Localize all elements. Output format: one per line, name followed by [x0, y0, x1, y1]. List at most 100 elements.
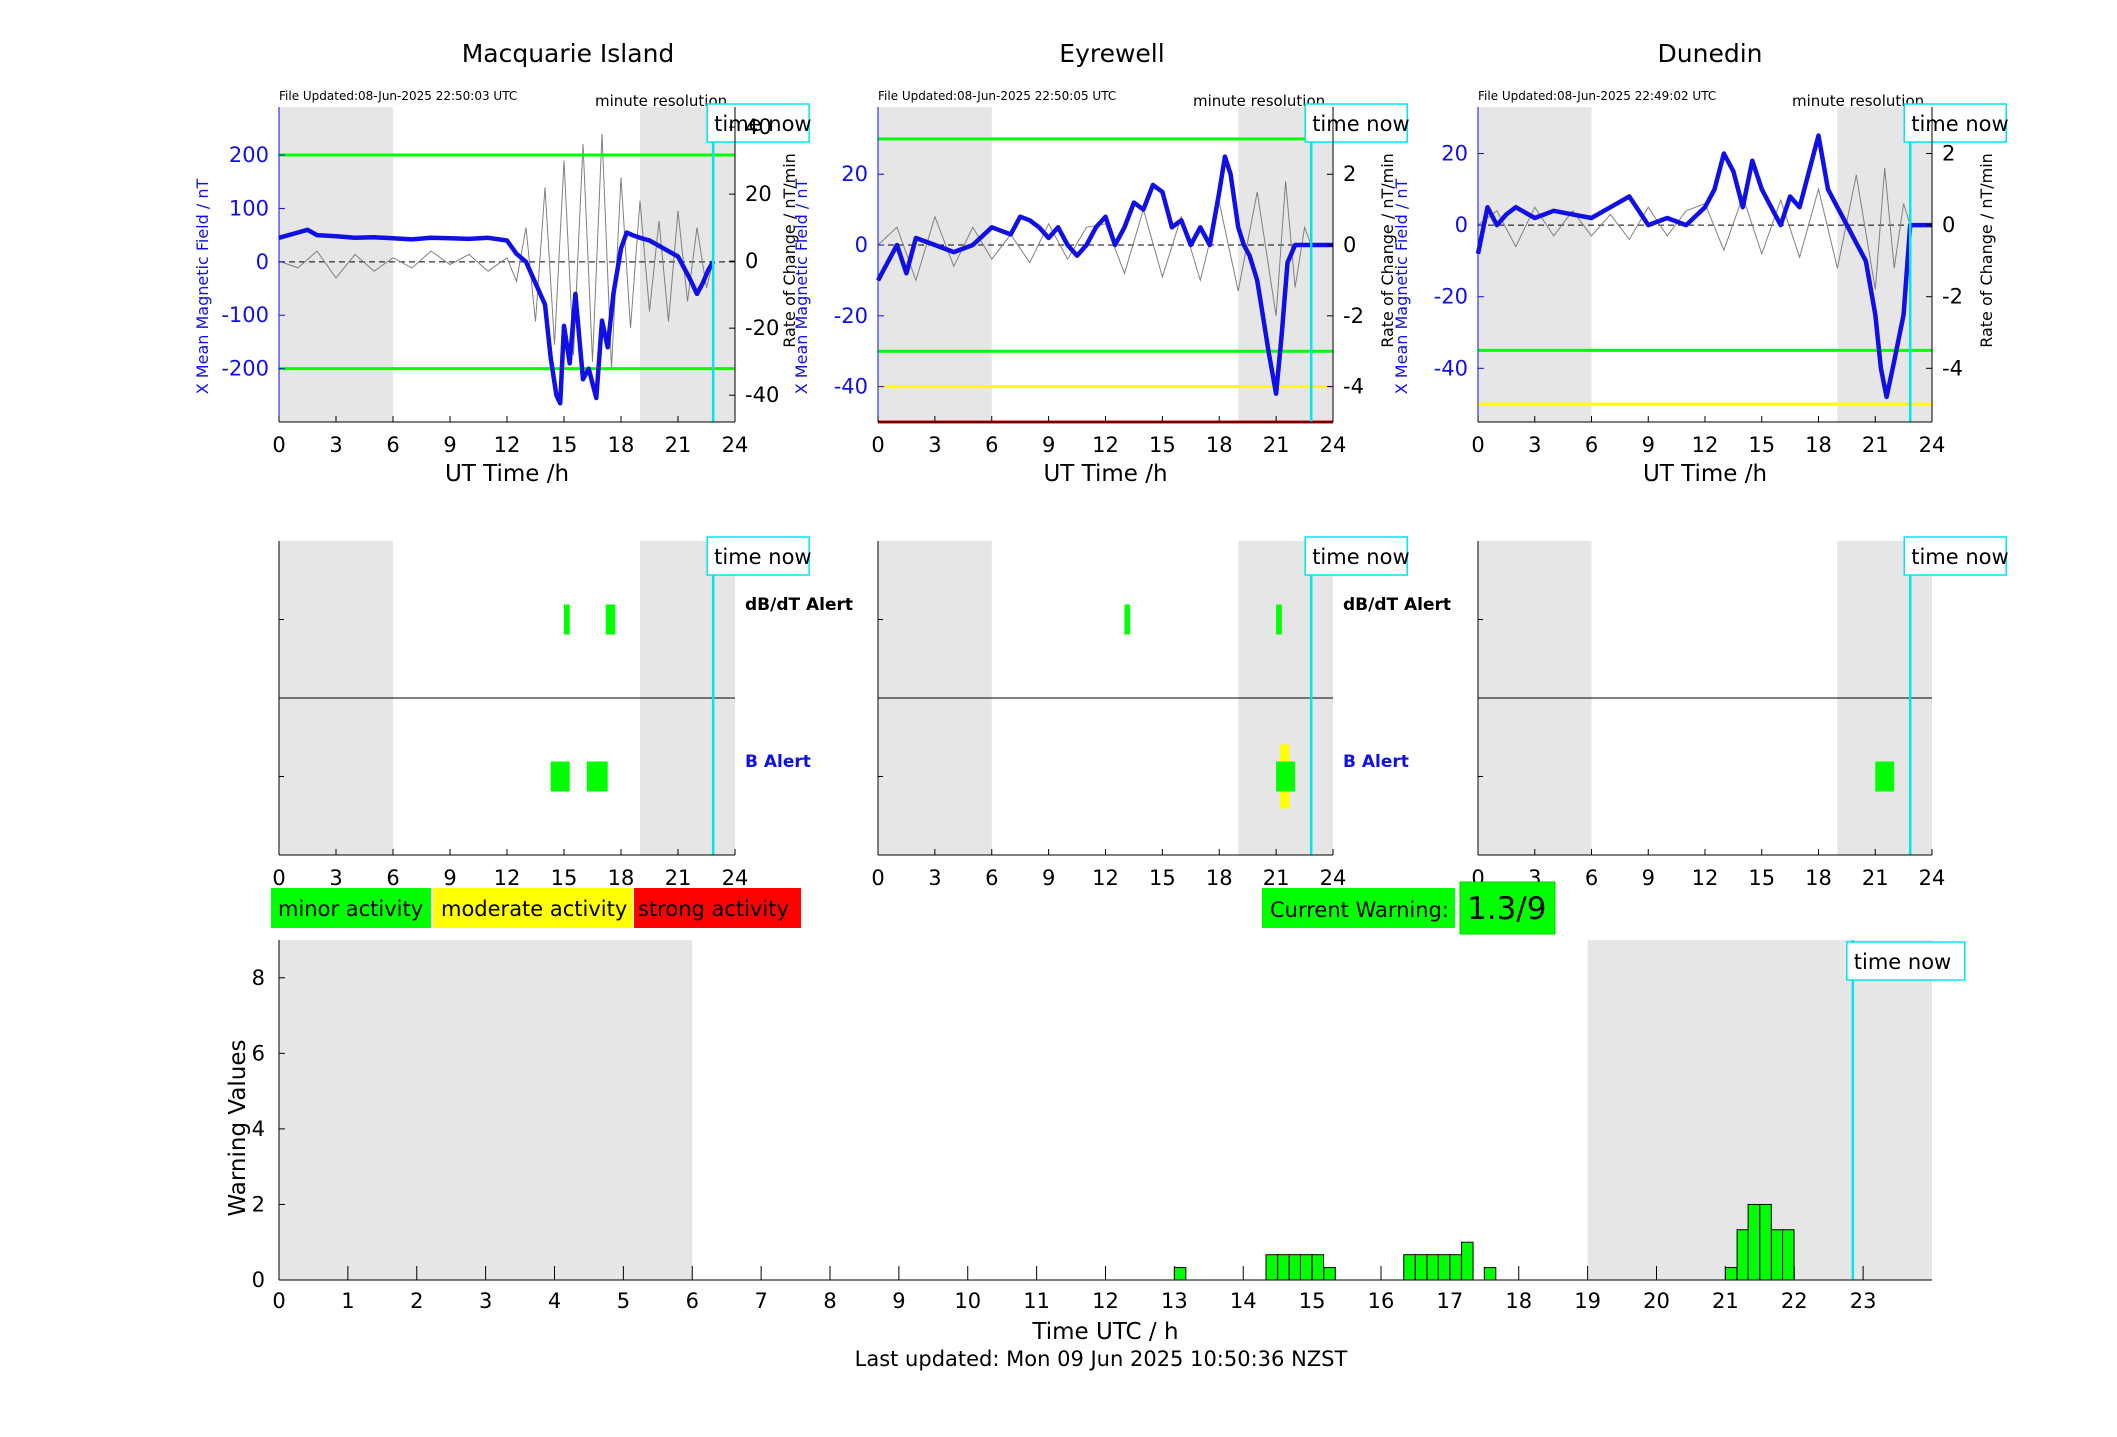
time-now-box [1903, 103, 2007, 143]
x-tick-label: 18 [1505, 1289, 1532, 1313]
right-y-tick-label: 0 [1942, 213, 1955, 237]
right-y-tick-label: 40 [745, 115, 772, 139]
right-y-tick-label: -2 [1942, 285, 1963, 309]
file-updated-stamp: File Updated:08-Jun-2025 22:49:02 UTC [1478, 89, 1716, 103]
x-tick-label: 15 [1748, 866, 1775, 890]
x-tick-label: 3 [329, 866, 342, 890]
x-mean-field-series [278, 227, 716, 406]
station-alert-plots: time now 0 3 6 9 12 15 18 21 24 dB/dT Alert B Alert… [272, 536, 2009, 890]
legend-moderate-swatch [433, 888, 633, 928]
alert-plot-eyrewell: time now 0 3 6 9 12 15 18 21 24 dB/dT Alert B Alert [871, 536, 1451, 890]
current-warning: Current Warning: 1.3/9 [1262, 881, 1556, 935]
minute-resolution-label: minute resolution [1193, 92, 1325, 110]
warning-bar [1323, 1267, 1336, 1281]
warning-bar [1311, 1254, 1325, 1281]
x-tick-label: 12 [1692, 433, 1719, 457]
warning-bar [1277, 1254, 1290, 1281]
b-alert-block [1875, 761, 1895, 792]
time-now-box [706, 103, 810, 143]
x-tick-label: 3 [928, 866, 941, 890]
warning-bar [1736, 1229, 1750, 1281]
dbdt-alert-block [605, 604, 616, 635]
x-tick-label: 12 [1092, 866, 1119, 890]
left-y-tick-label: -20 [1434, 285, 1468, 309]
x-tick-label: 2 [410, 1289, 423, 1313]
b-alert-label: B Alert [1343, 752, 1409, 772]
left-y-tick-label: -100 [221, 303, 269, 327]
x-tick-label: 4 [548, 1289, 561, 1313]
x-tick-label: 5 [617, 1289, 630, 1313]
warning-bar [1759, 1203, 1772, 1281]
x-tick-label: 0 [272, 433, 285, 457]
x-tick-label: 0 [272, 1289, 285, 1313]
x-tick-label: 12 [1092, 433, 1119, 457]
x-tick-label: 9 [443, 433, 456, 457]
time-now-label: time now [1854, 950, 1951, 974]
x-tick-label: 18 [608, 433, 635, 457]
left-y-axis-label: X Mean Magnetic Field / nT [792, 179, 811, 395]
left-y-tick-label: -40 [1434, 356, 1468, 380]
warning-bar [1747, 1203, 1761, 1281]
time-now-label: time now [1911, 545, 2008, 569]
warning-bar [1173, 1267, 1187, 1281]
dbdt-alert-block [1124, 604, 1131, 635]
time-now-box [1846, 941, 1966, 981]
y-tick-label: 8 [252, 966, 265, 990]
x-tick-label: 20 [1643, 1289, 1670, 1313]
x-tick-label: 24 [1320, 866, 1347, 890]
y-tick-label: 4 [252, 1117, 265, 1141]
right-y-axis-label: Rate of Change / nT/min [780, 153, 799, 348]
x-tick-label: 3 [479, 1289, 492, 1313]
right-y-axis-label: Rate of Change / nT/min [1977, 153, 1996, 348]
x-tick-label: 12 [1692, 866, 1719, 890]
b-alert-label: B Alert [745, 752, 811, 772]
y-tick-label: 2 [252, 1192, 265, 1216]
right-y-tick-label: -40 [745, 383, 779, 407]
x-tick-label: 16 [1368, 1289, 1395, 1313]
x-tick-label: 10 [954, 1289, 981, 1313]
footer-last-updated: Last updated: Mon 09 Jun 2025 10:50:36 N… [855, 1347, 1348, 1371]
left-y-axis-label: X Mean Magnetic Field / nT [193, 179, 212, 395]
x-tick-label: 11 [1023, 1289, 1050, 1313]
x-tick-label: 6 [686, 1289, 699, 1313]
left-y-tick-label: 200 [229, 143, 269, 167]
x-tick-label: 14 [1230, 1289, 1257, 1313]
warning-bar [1299, 1254, 1313, 1281]
right-y-tick-label: -4 [1343, 375, 1364, 399]
legend-strong-swatch [634, 888, 801, 928]
time-now-label: time now [1312, 545, 1409, 569]
time-now-label: time now [1911, 112, 2008, 136]
x-tick-label: 21 [1862, 866, 1889, 890]
field-plot-dunedin: Dunedin File Updated:08-Jun-2025 22:49:02… [1392, 39, 2009, 487]
x-tick-label: 9 [1642, 866, 1655, 890]
warning-bar [1724, 1267, 1738, 1281]
x-tick-label: 24 [1919, 866, 1946, 890]
x-tick-label: 6 [386, 866, 399, 890]
legend-minor-swatch [271, 888, 431, 928]
x-tick-label: 21 [1263, 433, 1290, 457]
field-plot-macquarie-island: Macquarie Island File Updated:08-Jun-2025… [193, 39, 812, 487]
warning-bar [1288, 1254, 1302, 1281]
activity-legend: minor activity moderate activity strong … [271, 888, 801, 928]
left-y-tick-label: 20 [1441, 142, 1468, 166]
x-tick-label: 0 [272, 866, 285, 890]
x-tick-label: 24 [722, 866, 749, 890]
x-tick-label: 0 [871, 866, 884, 890]
right-y-tick-label: 20 [745, 182, 772, 206]
left-y-tick-label: 0 [256, 250, 269, 274]
x-tick-label: 15 [1299, 1289, 1326, 1313]
x-tick-label: 18 [1206, 433, 1233, 457]
night-shading [878, 107, 992, 422]
station-title: Dunedin [1658, 39, 1763, 68]
x-tick-label: 24 [1919, 433, 1946, 457]
left-y-tick-label: -200 [221, 357, 269, 381]
dbdt-alert-block [564, 604, 570, 635]
time-now-box [1304, 103, 1408, 143]
night-shading [1837, 107, 1932, 422]
right-y-tick-label: 2 [1343, 162, 1356, 186]
night-shading [279, 940, 693, 1280]
legend-moderate-label: moderate activity [441, 897, 627, 921]
x-tick-label: 21 [1712, 1289, 1739, 1313]
x-axis-label: UT Time /h [1643, 461, 1767, 487]
